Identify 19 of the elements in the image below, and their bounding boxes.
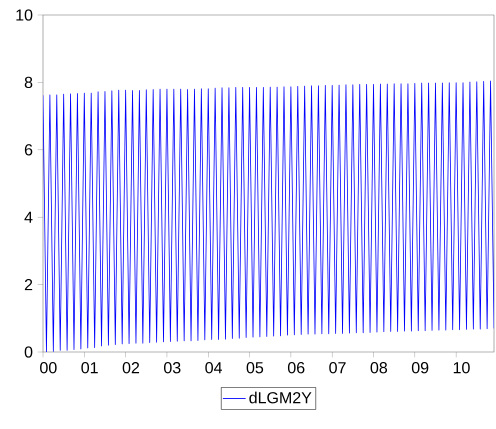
x-tick-label: 00 <box>40 362 57 374</box>
y-tick-label: 4 <box>24 212 32 223</box>
x-tick-label: 09 <box>412 362 428 374</box>
x-tick-label: 05 <box>246 362 264 374</box>
x-tick-label: 07 <box>329 362 346 374</box>
legend-label: dLGM2Y <box>249 392 312 404</box>
y-tick-label: 8 <box>24 76 32 88</box>
x-tick-label: 10 <box>454 362 470 374</box>
y-tick-label: 6 <box>24 144 32 156</box>
x-tick-label: 03 <box>164 362 180 374</box>
y-tick-label: 10 <box>16 9 32 21</box>
x-tick-label: 01 <box>81 362 98 374</box>
x-tick-label: 04 <box>205 362 222 374</box>
y-tick-label: 0 <box>24 346 32 358</box>
x-tick-label: 06 <box>288 362 304 374</box>
x-tick-label: 08 <box>370 362 388 374</box>
y-tick-label: 2 <box>24 279 32 290</box>
x-tick-label: 02 <box>122 362 140 374</box>
line-series <box>43 80 494 352</box>
